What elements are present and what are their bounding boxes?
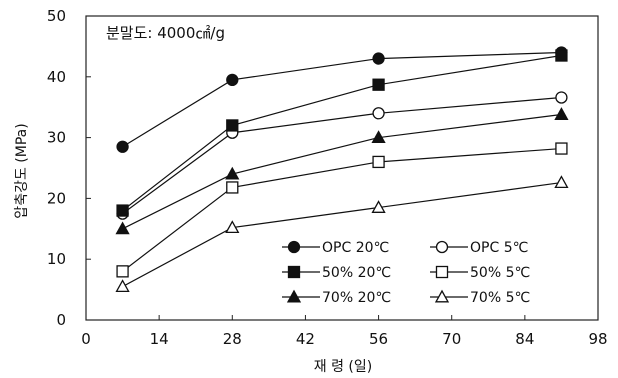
data-point bbox=[225, 220, 240, 234]
y-axis-label: 압축강도 (MPa) bbox=[14, 123, 30, 218]
legend-label: 70% 5℃ bbox=[470, 290, 530, 306]
x-tick-label: 28 bbox=[223, 330, 242, 348]
x-tick-label: 70 bbox=[442, 330, 461, 348]
x-tick-label: 56 bbox=[369, 330, 388, 348]
series-1 bbox=[116, 46, 568, 153]
data-point bbox=[372, 52, 385, 65]
x-tick-label: 84 bbox=[515, 330, 534, 348]
series-2 bbox=[116, 91, 568, 220]
series-5 bbox=[115, 107, 569, 235]
data-point bbox=[225, 166, 240, 180]
data-point bbox=[554, 107, 569, 120]
x-tick-label: 0 bbox=[81, 330, 91, 348]
legend-item: 50% 5℃ bbox=[430, 265, 530, 281]
axes: 0 14 28 42 56 70 84 98 0 10 20 30 40 50 bbox=[47, 7, 608, 348]
data-point bbox=[115, 279, 130, 293]
x-tick-label: 98 bbox=[588, 330, 607, 348]
y-tick-label: 40 bbox=[47, 68, 66, 86]
legend-label: OPC 20℃ bbox=[322, 240, 389, 256]
data-point bbox=[226, 73, 239, 86]
data-point bbox=[226, 119, 239, 132]
data-point bbox=[116, 265, 129, 278]
legend-label: 50% 20℃ bbox=[322, 265, 391, 281]
legend-item: OPC 5℃ bbox=[430, 240, 528, 256]
plot-frame bbox=[85, 15, 599, 321]
legend: OPC 20℃ OPC 5℃ 50% 20℃ 50% 5℃ 70% 20℃ 70% 5℃ bbox=[282, 240, 530, 306]
legend-label: 70% 20℃ bbox=[322, 290, 391, 306]
data-point bbox=[372, 78, 385, 91]
y-tick-label: 30 bbox=[47, 129, 66, 147]
data-point bbox=[115, 221, 130, 235]
legend-item: 70% 20℃ bbox=[282, 289, 391, 306]
x-axis-label: 재 령 (일) bbox=[314, 359, 372, 375]
legend-label: OPC 5℃ bbox=[470, 240, 528, 256]
series-line bbox=[122, 147, 562, 272]
series-line bbox=[122, 181, 562, 288]
legend-marker bbox=[435, 240, 449, 254]
y-tick-label: 20 bbox=[47, 189, 66, 207]
legend-item: OPC 20℃ bbox=[282, 240, 389, 256]
legend-marker bbox=[435, 265, 449, 279]
data-point bbox=[371, 130, 386, 144]
data-point bbox=[555, 142, 568, 155]
series-line bbox=[122, 51, 562, 148]
y-tick-label: 10 bbox=[47, 250, 66, 268]
y-tick-label: 50 bbox=[47, 7, 66, 25]
data-point bbox=[555, 91, 568, 104]
series-layer bbox=[115, 46, 569, 293]
data-point bbox=[554, 175, 569, 189]
series-6 bbox=[115, 175, 569, 293]
legend-marker bbox=[287, 240, 301, 254]
series-3 bbox=[116, 49, 568, 217]
data-point bbox=[371, 200, 386, 213]
series-line bbox=[122, 96, 562, 215]
y-tick-label: 0 bbox=[56, 311, 66, 329]
legend-marker bbox=[287, 265, 301, 279]
legend-marker bbox=[286, 289, 302, 303]
data-point bbox=[116, 140, 129, 153]
x-tick-label: 14 bbox=[150, 330, 169, 348]
data-point bbox=[555, 49, 568, 62]
legend-marker bbox=[434, 289, 450, 303]
series-line bbox=[122, 54, 562, 212]
series-line bbox=[122, 113, 562, 230]
series-4 bbox=[116, 142, 568, 278]
legend-item: 50% 20℃ bbox=[282, 265, 391, 281]
data-point bbox=[226, 181, 239, 194]
x-tick-label: 42 bbox=[296, 330, 315, 348]
legend-label: 50% 5℃ bbox=[470, 265, 530, 281]
annotation-text: 분말도: 4000㎠/g bbox=[106, 24, 225, 42]
data-point bbox=[116, 204, 129, 217]
data-point bbox=[372, 107, 385, 120]
legend-item: 70% 5℃ bbox=[430, 289, 530, 306]
data-point bbox=[372, 155, 385, 169]
